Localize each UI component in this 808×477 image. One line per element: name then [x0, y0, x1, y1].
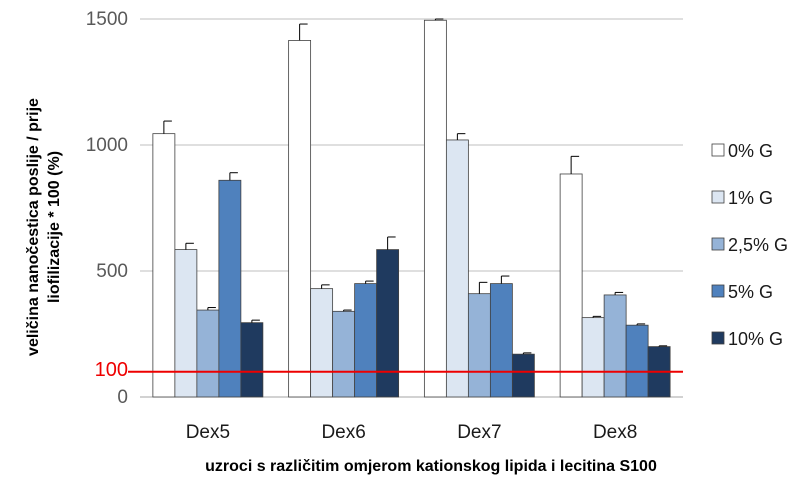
bar: [376, 249, 400, 398]
legend-label: 1% G: [728, 188, 773, 208]
x-category-label: Dex8: [593, 422, 637, 443]
x-axis-title: uzroci s različitim omjerom kationskog l…: [205, 458, 657, 475]
reference-line-label: 100: [95, 359, 128, 381]
y-axis-ticks: 0 500 1000 1500: [86, 9, 128, 408]
legend-label: 2,5% G: [728, 235, 788, 255]
y-tick-label: 0: [117, 387, 128, 408]
bar: [354, 283, 378, 398]
x-category-label: Dex7: [457, 422, 501, 443]
bar: [603, 294, 627, 398]
y-tick-label: 500: [96, 261, 128, 282]
y-axis-title-line-2: liofilizacije * 100 (%): [46, 151, 63, 303]
bar: [559, 173, 583, 398]
bar: [196, 309, 220, 398]
legend-swatch: [711, 190, 725, 204]
legend-label: 10% G: [728, 329, 783, 349]
legend-swatch: [711, 143, 725, 157]
legend-swatch: [711, 331, 725, 345]
bar: [581, 317, 605, 398]
bar: [445, 139, 469, 398]
legend-swatch: [711, 284, 725, 298]
legend-label: 0% G: [728, 141, 773, 161]
bar: [240, 322, 264, 398]
bar: [467, 293, 491, 398]
bars: [152, 19, 671, 398]
x-category-label: Dex6: [321, 422, 365, 443]
legend: 0% G 1% G 2,5% G 5% G 10% G: [711, 141, 788, 349]
x-axis-categories: Dex5 Dex6 Dex7 Dex8: [186, 422, 638, 443]
bar: [511, 353, 535, 398]
bar: [489, 283, 513, 398]
bar: [423, 19, 447, 398]
y-axis-title: veličina nanočestica poslije / prije lio…: [25, 98, 63, 356]
legend-swatch: [711, 237, 725, 251]
y-tick-label: 1500: [86, 9, 128, 30]
y-axis-title-line-1: veličina nanočestica poslije / prije: [25, 98, 42, 356]
bar: [174, 249, 198, 398]
bar: [625, 324, 649, 398]
x-category-label: Dex5: [186, 422, 230, 443]
bar: [332, 310, 356, 398]
legend-label: 5% G: [728, 282, 773, 302]
bar: [152, 133, 176, 398]
error-bars: [163, 18, 668, 355]
bar: [310, 288, 334, 398]
y-tick-label: 1000: [86, 135, 128, 156]
bar: [288, 40, 312, 398]
bar: [218, 179, 242, 398]
